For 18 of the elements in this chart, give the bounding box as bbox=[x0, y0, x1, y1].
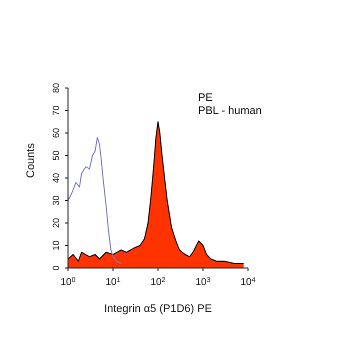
y-tick-label: 50 bbox=[51, 150, 61, 161]
x-tick-label: 10$^{1}$ bbox=[105, 276, 121, 288]
y-axis-title: Counts bbox=[24, 142, 37, 178]
y-tick-label: 60 bbox=[51, 128, 61, 138]
annotation: PE bbox=[198, 92, 214, 105]
x-tick-label: 10$^{0}$ bbox=[60, 276, 76, 288]
y-tick-label: 10 bbox=[51, 240, 61, 251]
x-tick-label: 10$^{3}$ bbox=[195, 276, 211, 288]
y-tick-label: 0 bbox=[51, 265, 61, 271]
y-tick-label: 40 bbox=[51, 172, 61, 184]
annotation: PBL - human bbox=[198, 105, 262, 118]
y-tick-label: 20 bbox=[51, 218, 61, 228]
x-tick-label: 10$^{4}$ bbox=[240, 276, 256, 288]
y-tick-label: 30 bbox=[51, 195, 61, 206]
x-tick-label: 10$^{2}$ bbox=[150, 276, 166, 288]
x-axis-title: Integrin α5 (P1D6) PE bbox=[104, 303, 212, 315]
y-tick-label: 80 bbox=[51, 82, 61, 94]
y-tick-label: 70 bbox=[51, 105, 61, 116]
